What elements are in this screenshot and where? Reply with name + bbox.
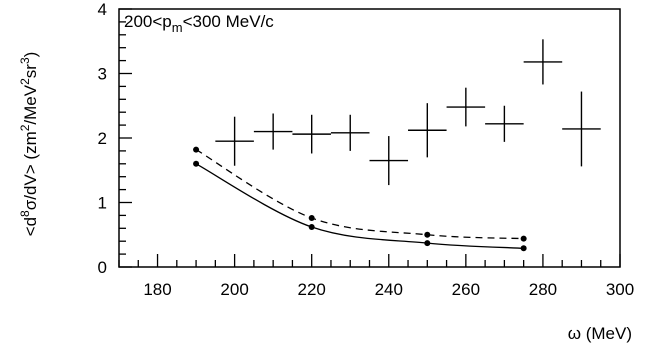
y-tick-label: 1 — [98, 194, 107, 213]
y-tick-label: 2 — [98, 129, 107, 148]
solid-curve — [195, 163, 524, 249]
x-tick-label: 300 — [606, 280, 634, 299]
data-point — [562, 91, 601, 167]
y-ticks: 0 1 2 3 4 — [98, 0, 132, 277]
axes — [118, 8, 621, 268]
data-point — [446, 87, 486, 127]
data-point — [215, 116, 254, 166]
solid-curve-point — [193, 160, 200, 167]
dashed-curve-point — [193, 146, 200, 153]
x-tick-label: 240 — [375, 280, 403, 299]
solid-curve-point — [424, 240, 431, 247]
dashed-curve-point — [520, 235, 527, 242]
x-axis-title: ω (MeV) — [568, 324, 632, 343]
x-tick-label: 260 — [452, 280, 480, 299]
plot-frame — [118, 8, 621, 268]
x-tick-label: 220 — [298, 280, 326, 299]
data-point — [408, 103, 447, 158]
x-tick-label: 200 — [220, 280, 248, 299]
y-tick-label: 4 — [98, 0, 107, 19]
y-tick-label: 0 — [98, 258, 107, 277]
data-point — [485, 105, 524, 142]
y-axis-title: <d8σ/dV> (zm2/MeV2sr3) — [18, 52, 40, 237]
dashed-curve-point — [308, 214, 315, 221]
dashed-curve — [195, 149, 524, 240]
data-point — [369, 136, 409, 186]
y-tick-label: 3 — [98, 65, 107, 84]
data-point — [523, 39, 563, 85]
x-tick-label: 180 — [143, 280, 171, 299]
x-ticks: 180 200 220 240 260 280 300 — [118, 254, 634, 299]
x-tick-label: 280 — [529, 280, 557, 299]
data-point — [292, 114, 331, 154]
data-point — [330, 114, 370, 151]
solid-curve-point — [308, 224, 315, 231]
dashed-curve-point — [424, 231, 431, 238]
momentum-range-annotation: 200<pm<300 MeV/c — [124, 12, 274, 35]
data-point — [253, 113, 293, 150]
solid-curve-point — [520, 245, 527, 252]
series-layer — [193, 39, 601, 252]
